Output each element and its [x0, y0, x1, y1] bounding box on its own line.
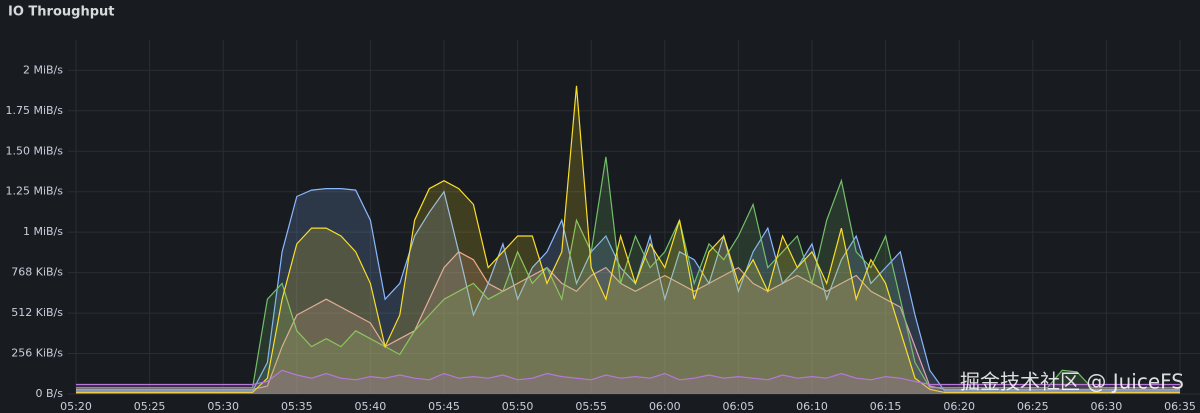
- series-line: [76, 251, 1180, 390]
- x-tick-label: 06:35: [1164, 400, 1196, 413]
- x-tick-label: 06:00: [649, 400, 681, 413]
- x-tick-label: 06:15: [870, 400, 902, 413]
- y-tick-label: 2 MiB/s: [23, 63, 63, 76]
- y-tick-label: 1.50 MiB/s: [5, 144, 63, 157]
- series-area: [76, 85, 1180, 395]
- x-tick-label: 06:30: [1091, 400, 1123, 413]
- x-tick-label: 05:25: [134, 400, 166, 413]
- x-tick-label: 05:35: [281, 400, 313, 413]
- plot-area: 0 B/s 256 KiB/s 512 KiB/s 768 KiB/s 1 MiB/s 1…: [5, 40, 1200, 413]
- x-tick-label: 06:10: [796, 400, 828, 413]
- x-tick-label: 06:20: [943, 400, 975, 413]
- x-tick-label: 05:20: [60, 400, 92, 413]
- series-area: [76, 156, 1180, 394]
- series-area: [76, 251, 1180, 394]
- y-tick-label: 0 B/s: [36, 387, 64, 400]
- series-line: [76, 85, 1180, 393]
- x-tick-label: 05:50: [502, 400, 534, 413]
- series-line: [76, 188, 1180, 392]
- y-tick-label: 768 KiB/s: [11, 266, 63, 279]
- y-tick-label: 1 MiB/s: [23, 225, 63, 238]
- x-tick-label: 05:45: [428, 400, 460, 413]
- x-tick-label: 05:55: [575, 400, 607, 413]
- y-tick-label: 1.25 MiB/s: [5, 185, 63, 198]
- y-tick-label: 256 KiB/s: [11, 347, 63, 360]
- y-tick-label: 1.75 MiB/s: [5, 104, 63, 117]
- y-tick-label: 512 KiB/s: [11, 306, 63, 319]
- panel-title: IO Throughput: [8, 5, 114, 20]
- series-line: [76, 369, 1180, 386]
- x-tick-label: 06:05: [723, 400, 755, 413]
- x-tick-label: 05:40: [355, 400, 387, 413]
- x-tick-label: 06:25: [1017, 400, 1049, 413]
- watermark: 掘金技术社区 @ JuiceFS: [960, 370, 1184, 394]
- x-tick-label: 05:30: [207, 400, 239, 413]
- series-area: [76, 370, 1180, 394]
